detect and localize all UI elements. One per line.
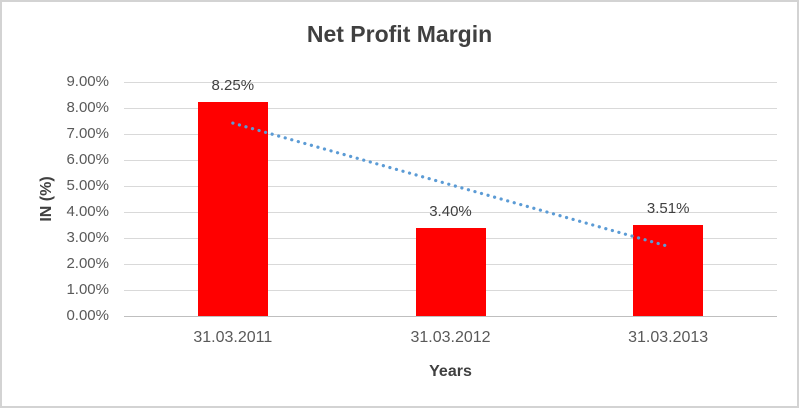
y-axis-tick-label: 2.00% xyxy=(66,255,109,272)
y-axis-tick-label: 7.00% xyxy=(66,125,109,142)
gridline xyxy=(124,212,777,213)
y-axis-tick-label: 9.00% xyxy=(66,73,109,90)
trendline xyxy=(231,121,670,248)
data-label: 3.51% xyxy=(646,199,690,217)
gridline xyxy=(124,186,777,187)
data-label: 8.25% xyxy=(211,76,255,94)
x-axis-line xyxy=(124,316,777,317)
x-axis-tick-label: 31.03.2013 xyxy=(628,329,709,346)
x-axis-tick-label: 31.03.2012 xyxy=(410,329,491,346)
bar-31.03.2011 xyxy=(197,101,268,316)
y-axis-tick-label: 8.00% xyxy=(66,99,109,116)
gridline xyxy=(124,82,777,83)
bar-31.03.2012 xyxy=(415,227,486,316)
trendline-layer xyxy=(231,121,670,248)
y-axis-tick-label: 3.00% xyxy=(66,229,109,246)
x-axis-title: Years xyxy=(429,363,472,380)
plot-area: 8.25% 3.40% 3.51% xyxy=(124,77,777,317)
y-axis-tick-label: 0.00% xyxy=(66,307,109,324)
y-axis-tick-label: 1.00% xyxy=(66,281,109,298)
y-axis-tick-label: 4.00% xyxy=(66,203,109,220)
y-axis-tick-label: 6.00% xyxy=(66,151,109,168)
gridline xyxy=(124,134,777,135)
gridline xyxy=(124,160,777,161)
y-axis-tick-label: 5.00% xyxy=(66,177,109,194)
gridline xyxy=(124,108,777,109)
chart-title: Net Profit Margin xyxy=(306,21,493,47)
data-label: 3.40% xyxy=(429,202,472,220)
x-axis-tick-label: 31.03.2011 xyxy=(193,329,273,346)
